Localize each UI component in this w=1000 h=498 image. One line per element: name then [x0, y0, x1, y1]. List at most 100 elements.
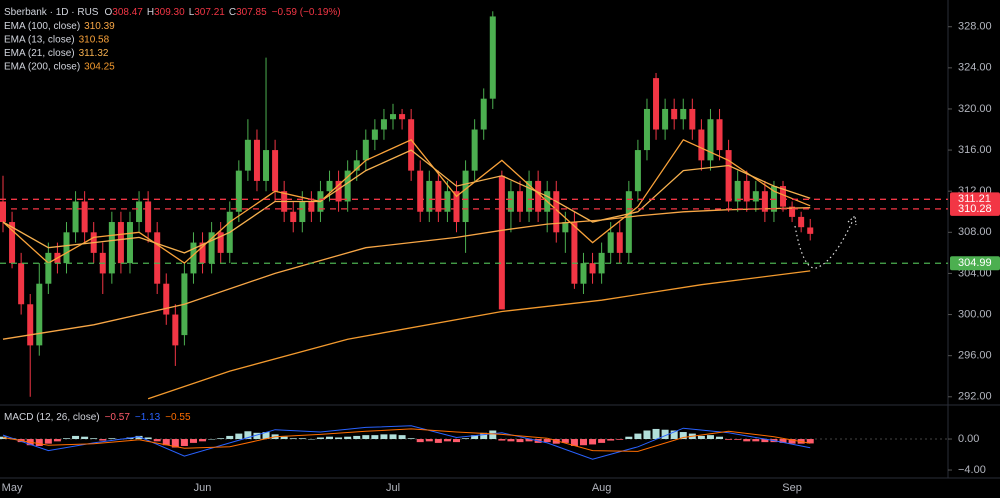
macd-histogram-bar: [634, 433, 642, 440]
y-tick-label: 304.00: [958, 267, 992, 279]
macd-histogram-bar: [262, 432, 270, 440]
forecast-drawing: [794, 219, 854, 269]
macd-histogram-bar: [779, 439, 787, 443]
macd-histogram-bar: [806, 439, 814, 444]
macd-line-value: −1.13: [135, 412, 161, 423]
candle-body: [780, 186, 787, 207]
candle-body: [399, 114, 406, 120]
macd-histogram-bar: [643, 430, 651, 440]
macd-histogram-bar: [453, 439, 460, 443]
candle-body: [526, 180, 533, 212]
candle-body: [190, 242, 197, 274]
candle-body: [253, 139, 260, 181]
legend-main: Sberbank · 1D · RUS O308.47 H309.30 L307.21…: [4, 7, 341, 18]
macd-histogram-bar: [335, 437, 343, 440]
macd-histogram-bar: [788, 439, 796, 444]
macd-histogram-bar: [498, 439, 506, 441]
candle-body: [553, 191, 560, 233]
level-label: 310.28: [958, 203, 992, 215]
candle-body: [707, 119, 714, 161]
candle-body: [136, 201, 143, 223]
ema-line: [2, 138, 811, 264]
macd-histogram-bar: [298, 438, 306, 440]
macd-histogram-bar: [625, 436, 633, 440]
candle-body: [9, 222, 16, 264]
y-tick-label: 324.00: [958, 62, 992, 74]
macd-histogram-bar: [543, 439, 551, 443]
candle-body: [199, 242, 206, 264]
candle-body: [625, 191, 632, 253]
macd-histogram-bar: [280, 436, 288, 440]
candle-body: [36, 283, 43, 346]
macd-histogram-bar: [761, 439, 769, 443]
macd-histogram-bar: [552, 439, 560, 444]
level-label: 304.99: [958, 257, 992, 269]
candle-body: [562, 222, 569, 233]
candle-body: [607, 232, 614, 253]
x-tick-label: Jul: [386, 482, 400, 494]
candle-body: [507, 191, 514, 212]
macd-histogram-bar: [208, 439, 216, 440]
macd-histogram-bar: [607, 439, 615, 441]
candle-body: [698, 129, 705, 161]
macd-histogram-bar: [425, 439, 433, 442]
candle-body: [643, 108, 650, 151]
ohlc-key: O: [104, 7, 112, 18]
macd-histogram-bar: [706, 435, 714, 440]
candle-body: [172, 314, 179, 346]
candle-body: [290, 211, 297, 223]
ema-line: [2, 149, 811, 254]
candle-body: [244, 139, 251, 171]
macd-histogram-bar: [180, 439, 188, 446]
macd-histogram-bar: [371, 435, 379, 440]
candle-body: [662, 108, 669, 130]
macd-histogram-bar: [326, 436, 334, 440]
legend-name: EMA (100, close): [4, 21, 80, 32]
candle-body: [598, 252, 605, 274]
candle-body: [353, 160, 360, 171]
macd-histogram-bar: [135, 435, 143, 440]
candle-body: [371, 129, 378, 140]
macd-histogram-bar: [144, 437, 152, 440]
candle-body: [272, 150, 279, 192]
macd-histogram-bar: [434, 439, 442, 443]
candle-body: [453, 191, 460, 223]
legend-entry: EMA (21, close) 311.32: [4, 48, 109, 59]
y-tick-label: −4.00: [958, 464, 986, 476]
ohlc-value: 308.47: [112, 7, 143, 18]
macd-histogram-bar: [661, 429, 669, 440]
macd-histogram-bar: [235, 433, 243, 440]
candle-body: [335, 180, 342, 202]
macd-histogram-bar: [743, 439, 751, 442]
ema-line: [2, 207, 811, 340]
macd-histogram-bar: [589, 439, 597, 445]
candle-body: [435, 180, 442, 212]
ohlc-value: 307.85: [236, 7, 267, 18]
macd-histogram-bar: [362, 435, 370, 440]
macd-histogram-bar: [398, 435, 406, 440]
macd-histogram-bar: [652, 428, 660, 440]
legend-entry: EMA (13, close) 310.58: [4, 34, 110, 45]
macd-histogram-bar: [289, 438, 297, 440]
ema-line: [147, 270, 811, 400]
candle-body: [725, 150, 732, 202]
macd-histogram-bar: [697, 435, 705, 440]
macd-histogram-bar: [462, 438, 470, 440]
legend-name: EMA (13, close): [4, 34, 75, 45]
candle-body: [299, 201, 306, 223]
legend-title: Sberbank · 1D · RUS: [4, 7, 99, 18]
y-tick-label: 292.00: [958, 391, 992, 403]
candle-body: [27, 304, 34, 346]
candle-body: [417, 170, 424, 212]
candle-body: [798, 216, 805, 228]
candle-body: [81, 201, 88, 233]
candle-body: [789, 206, 796, 217]
legend-name: EMA (21, close): [4, 48, 75, 59]
candle-body: [308, 201, 315, 212]
y-tick-label: 308.00: [958, 226, 992, 238]
candle-body: [263, 150, 270, 181]
macd-histogram-bar: [380, 434, 388, 440]
candle-body: [63, 232, 70, 264]
macd-histogram-bar: [162, 439, 170, 446]
candle-body: [671, 108, 678, 120]
